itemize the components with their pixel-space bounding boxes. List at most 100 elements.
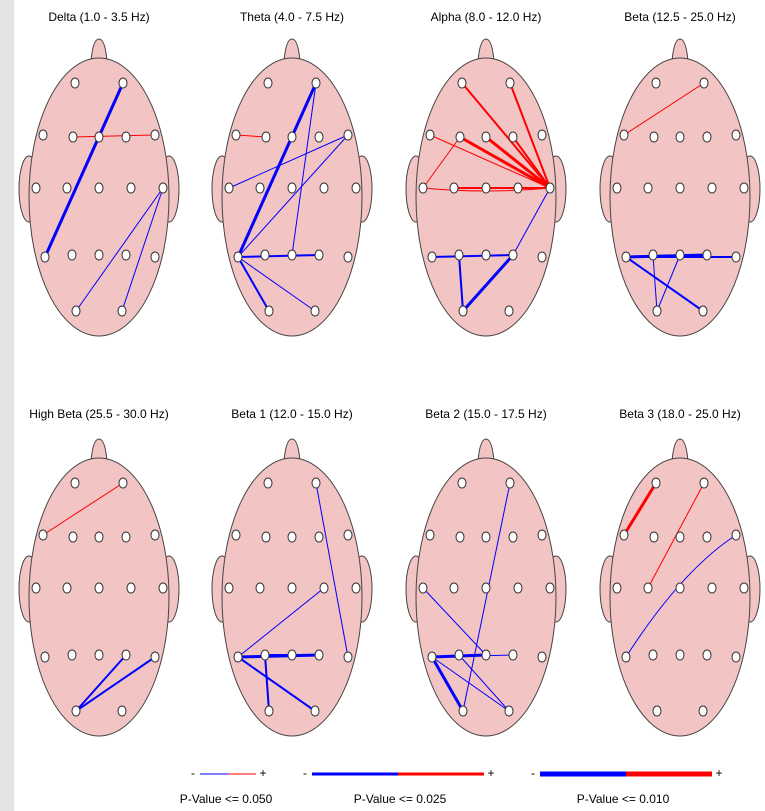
connection <box>236 82 318 258</box>
electrode <box>287 131 297 143</box>
electrode <box>224 582 234 594</box>
head-map <box>405 438 567 737</box>
electrode <box>457 477 467 489</box>
electrode <box>260 249 270 261</box>
connection <box>622 482 658 536</box>
electrode <box>118 477 128 489</box>
electrode <box>38 529 48 541</box>
electrode <box>263 77 273 89</box>
legend-minus: - <box>191 766 195 780</box>
connection <box>461 82 551 189</box>
electrode <box>652 705 662 717</box>
electrode <box>150 651 160 663</box>
head <box>609 457 751 737</box>
electrode <box>508 531 518 543</box>
electrode <box>117 705 127 717</box>
electrode <box>699 77 709 89</box>
electrode <box>233 651 243 663</box>
connection <box>237 134 349 258</box>
side-strip <box>0 0 14 811</box>
electrode <box>314 531 324 543</box>
electrode <box>505 477 515 489</box>
electrode <box>150 251 160 263</box>
connection <box>458 254 464 312</box>
legend-label: P-Value <= 0.050 <box>180 792 273 806</box>
nose <box>671 38 689 62</box>
electrode <box>481 582 491 594</box>
nose <box>671 438 689 462</box>
connection <box>429 134 551 189</box>
electrode <box>126 582 136 594</box>
head <box>28 57 170 337</box>
connection <box>459 135 551 190</box>
nose <box>477 38 495 62</box>
electrode <box>62 582 72 594</box>
electrode <box>649 131 659 143</box>
electrode <box>70 77 80 89</box>
head-map <box>599 38 761 337</box>
legend-plus: + <box>715 766 722 780</box>
electrode <box>454 649 464 661</box>
electrode <box>255 182 265 194</box>
electrode <box>121 249 131 261</box>
electrode <box>731 129 741 141</box>
electrode <box>648 649 658 661</box>
electrode <box>263 477 273 489</box>
connection <box>264 654 270 712</box>
electrode <box>481 182 491 194</box>
connection <box>431 656 510 712</box>
electrode <box>255 582 265 594</box>
electrode <box>454 249 464 261</box>
electrode <box>425 129 435 141</box>
connection <box>237 256 270 312</box>
electrode <box>150 129 160 141</box>
panel-title: Beta 1 (12.0 - 15.0 Hz) <box>231 407 352 421</box>
electrode <box>425 529 435 541</box>
electrode <box>311 477 321 489</box>
head <box>221 457 363 737</box>
electrode <box>449 182 459 194</box>
electrode <box>351 182 361 194</box>
electrode <box>287 649 297 661</box>
nose <box>90 38 108 62</box>
panel-title: High Beta (25.5 - 30.0 Hz) <box>29 407 168 421</box>
electrode <box>343 251 353 263</box>
electrode <box>231 129 241 141</box>
electrode <box>457 77 467 89</box>
connection <box>422 587 487 656</box>
panel-title: Beta (12.5 - 25.0 Hz) <box>624 10 735 24</box>
electrode <box>455 131 465 143</box>
electrode <box>224 182 234 194</box>
head-map <box>18 38 180 337</box>
head-map <box>599 438 761 737</box>
electrode <box>619 529 629 541</box>
connection <box>315 482 349 658</box>
electrode <box>481 249 491 261</box>
connection <box>431 254 514 258</box>
electrode <box>675 249 685 261</box>
electrode <box>427 651 437 663</box>
connection <box>235 134 267 138</box>
electrode <box>651 477 661 489</box>
connection <box>458 654 510 712</box>
connection <box>512 136 551 189</box>
electrode <box>40 651 50 663</box>
electrode <box>731 651 741 663</box>
electrode <box>94 182 104 194</box>
electrode <box>231 529 241 541</box>
connection <box>512 187 551 256</box>
electrode <box>739 182 749 194</box>
electrode <box>643 582 653 594</box>
electrode <box>71 305 81 317</box>
electrode <box>67 249 77 261</box>
electrode <box>418 582 428 594</box>
electrode <box>314 131 324 143</box>
electrode <box>675 649 685 661</box>
electrode <box>545 582 555 594</box>
electrode <box>264 305 274 317</box>
electrode <box>314 249 324 261</box>
connection <box>625 256 704 312</box>
legend-plus: + <box>259 766 266 780</box>
